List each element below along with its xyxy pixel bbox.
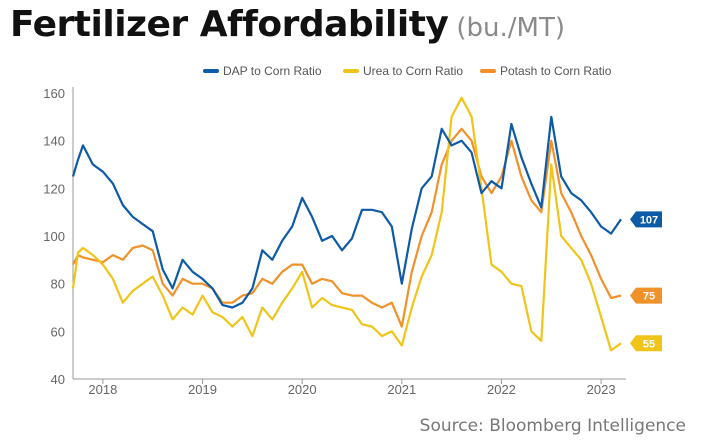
legend-label: DAP to Corn Ratio [223,64,322,78]
y-tick-label: 120 [43,181,65,196]
y-tick-label: 160 [43,86,65,101]
x-tick-label: 2023 [587,382,616,397]
source-note: Source: Bloomberg Intelligence [419,416,686,436]
series-line-dap [71,115,622,309]
chart-title: Fertilizer Affordability [10,4,449,45]
x-tick-label: 2022 [487,382,516,397]
end-value-label: 55 [643,338,655,350]
x-tick-label: 2019 [188,382,217,397]
y-tick-label: 100 [43,229,65,244]
end-label-box [630,287,662,304]
chart-subtitle: (bu./MT) [456,13,565,43]
x-tick-label: 2018 [88,382,117,397]
end-label-box [630,335,662,352]
title-block: Fertilizer Affordability (bu./MT) [10,4,565,45]
legend-label: Urea to Corn Ratio [363,64,463,78]
x-tick-label: 2020 [288,382,317,397]
end-label-box [630,211,662,228]
y-tick-label: 80 [51,277,65,292]
series-line-urea [71,96,622,352]
y-tick-label: 40 [51,372,65,387]
end-value-label: 107 [640,214,658,226]
end-value-label: 75 [643,291,655,303]
y-tick-label: 140 [43,134,65,149]
x-tick-label: 2021 [387,382,416,397]
y-tick-label: 60 [51,324,65,339]
series-line-potash [72,127,622,328]
legend-label: Potash to Corn Ratio [500,64,612,78]
